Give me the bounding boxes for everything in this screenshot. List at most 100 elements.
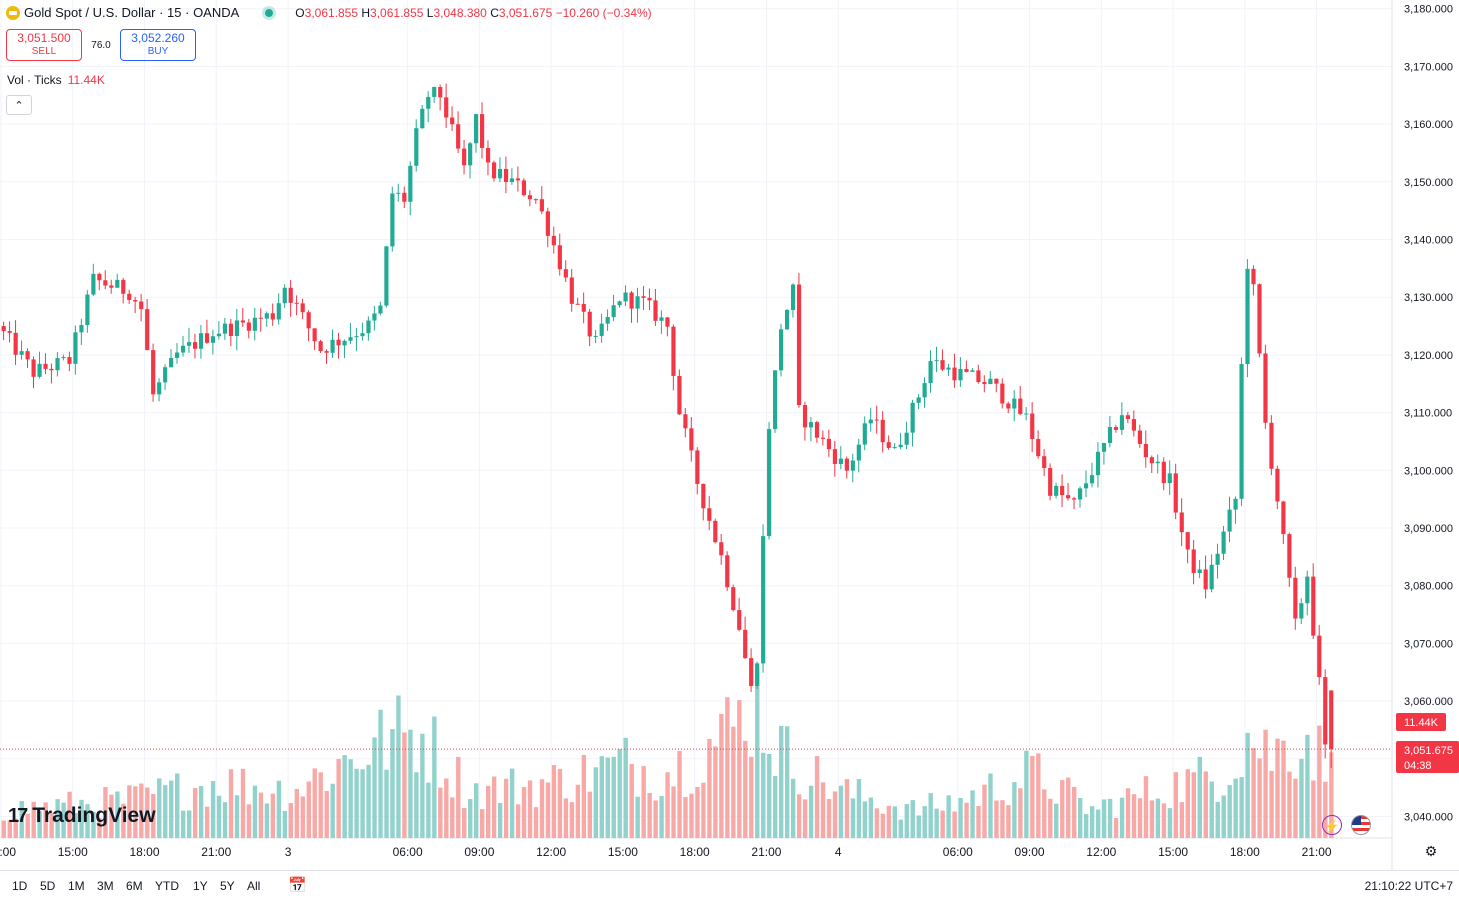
buy-price: 3,052.260	[131, 31, 185, 45]
clock-timezone[interactable]: 21:10:22 UTC+7	[1364, 879, 1453, 893]
candle-body	[485, 147, 491, 163]
volume-bar	[198, 786, 204, 838]
range-all-button[interactable]: All	[247, 879, 261, 893]
sell-button[interactable]: 3,051.500 SELL	[6, 29, 82, 61]
candle-body	[874, 419, 879, 421]
volume-bar	[366, 764, 371, 838]
volume-bar	[856, 779, 862, 838]
gear-icon[interactable]: ⚙	[1424, 843, 1438, 859]
volume-bar	[994, 800, 999, 838]
volume-bar	[689, 793, 694, 838]
candle-body	[1, 326, 6, 332]
candle-body	[348, 337, 353, 341]
candle-body	[31, 359, 36, 377]
volume-bar	[826, 798, 832, 838]
tradingview-name: TradingView	[32, 804, 156, 827]
volume-bar	[1095, 809, 1101, 838]
candle-body	[665, 317, 670, 327]
candle-body	[462, 148, 467, 166]
candle-body	[55, 358, 60, 371]
volume-bar	[1125, 788, 1131, 838]
candle-body	[820, 437, 826, 439]
volume-bar	[707, 738, 712, 838]
price-tick-label: 3,160.000	[1404, 119, 1453, 131]
candle-body	[1143, 443, 1148, 458]
candle-body	[282, 287, 287, 304]
candle-body	[623, 292, 628, 302]
volume-bar	[462, 807, 467, 838]
volume-bar	[725, 697, 730, 838]
gold-symbol-icon	[6, 5, 20, 20]
lightning-icon[interactable]: ⚡	[1322, 815, 1342, 835]
volume-bar	[976, 805, 981, 838]
tradingview-logo[interactable]: 17 TradingView	[8, 804, 156, 828]
us-flag-icon[interactable]	[1351, 815, 1371, 835]
candle-body	[761, 536, 766, 664]
price-tick-label: 3,070.000	[1404, 638, 1453, 650]
candle-body	[109, 285, 114, 288]
candle-body	[707, 508, 712, 521]
volume-bar	[264, 803, 270, 838]
volume-bar	[276, 780, 282, 838]
sell-price: 3,051.500	[17, 31, 71, 45]
candle-body	[1089, 475, 1095, 484]
candle-body	[1137, 430, 1142, 444]
volume-bar	[958, 797, 963, 838]
buy-button[interactable]: 3,052.260 BUY	[120, 29, 196, 61]
symbol-title[interactable]: Gold Spot / U.S. Dollar · 15 · OANDA	[24, 5, 240, 20]
volume-bar	[1311, 780, 1316, 838]
candle-body	[384, 246, 389, 306]
candle-body	[737, 610, 742, 630]
candle-body	[982, 382, 987, 385]
volume-bar	[121, 803, 126, 838]
candle-body	[91, 273, 96, 295]
volume-bar	[886, 805, 892, 838]
range-1y-button[interactable]: 1Y	[193, 879, 208, 893]
candle-body	[533, 199, 538, 201]
volume-bar	[1185, 769, 1191, 838]
candle-body	[814, 422, 820, 438]
range-3m-button[interactable]: 3M	[97, 879, 114, 893]
candle-body	[731, 587, 736, 611]
candle-body	[1030, 413, 1035, 440]
calendar-goto-icon[interactable]: 📅	[288, 877, 307, 894]
volume-bar	[85, 804, 90, 838]
range-ytd-button[interactable]: YTD	[155, 879, 179, 893]
candle-body	[288, 287, 293, 303]
volume-bar	[25, 813, 30, 838]
candle-body	[838, 458, 843, 464]
candle-body	[1179, 512, 1184, 533]
collapse-legend-button[interactable]: ⌃	[6, 95, 32, 115]
candle-body	[677, 375, 682, 415]
volume-bar	[802, 799, 808, 838]
volume-bar	[784, 726, 790, 838]
volume-bar	[814, 756, 820, 838]
candle-body	[581, 303, 586, 312]
candle-body	[408, 165, 413, 202]
range-5d-button[interactable]: 5D	[40, 879, 56, 893]
range-1d-button[interactable]: 1D	[12, 879, 28, 893]
volume-bar	[169, 780, 174, 838]
volume-bar	[880, 813, 886, 838]
tradingview-mark-icon: 17	[8, 804, 28, 827]
candle-body	[1317, 635, 1322, 678]
candle-body	[169, 357, 174, 368]
candle-body	[1197, 569, 1202, 573]
volume-bar	[1030, 755, 1035, 838]
candle-body	[1101, 443, 1107, 452]
candle-body	[1251, 268, 1256, 285]
candle-body	[258, 317, 263, 319]
candle-body	[1263, 353, 1268, 423]
candle-body	[1107, 427, 1113, 444]
range-5y-button[interactable]: 5Y	[220, 879, 235, 893]
symbol-legend: Gold Spot / U.S. Dollar · 15 · OANDA O3,…	[6, 5, 652, 20]
volume-legend[interactable]: Vol · Ticks 11.44K	[7, 73, 105, 87]
countdown-label: 04:38	[1404, 760, 1432, 772]
range-6m-button[interactable]: 6M	[126, 879, 143, 893]
range-1m-button[interactable]: 1M	[68, 879, 85, 893]
candle-body	[1078, 488, 1083, 500]
candle-body	[946, 367, 951, 370]
candle-body	[420, 108, 425, 129]
